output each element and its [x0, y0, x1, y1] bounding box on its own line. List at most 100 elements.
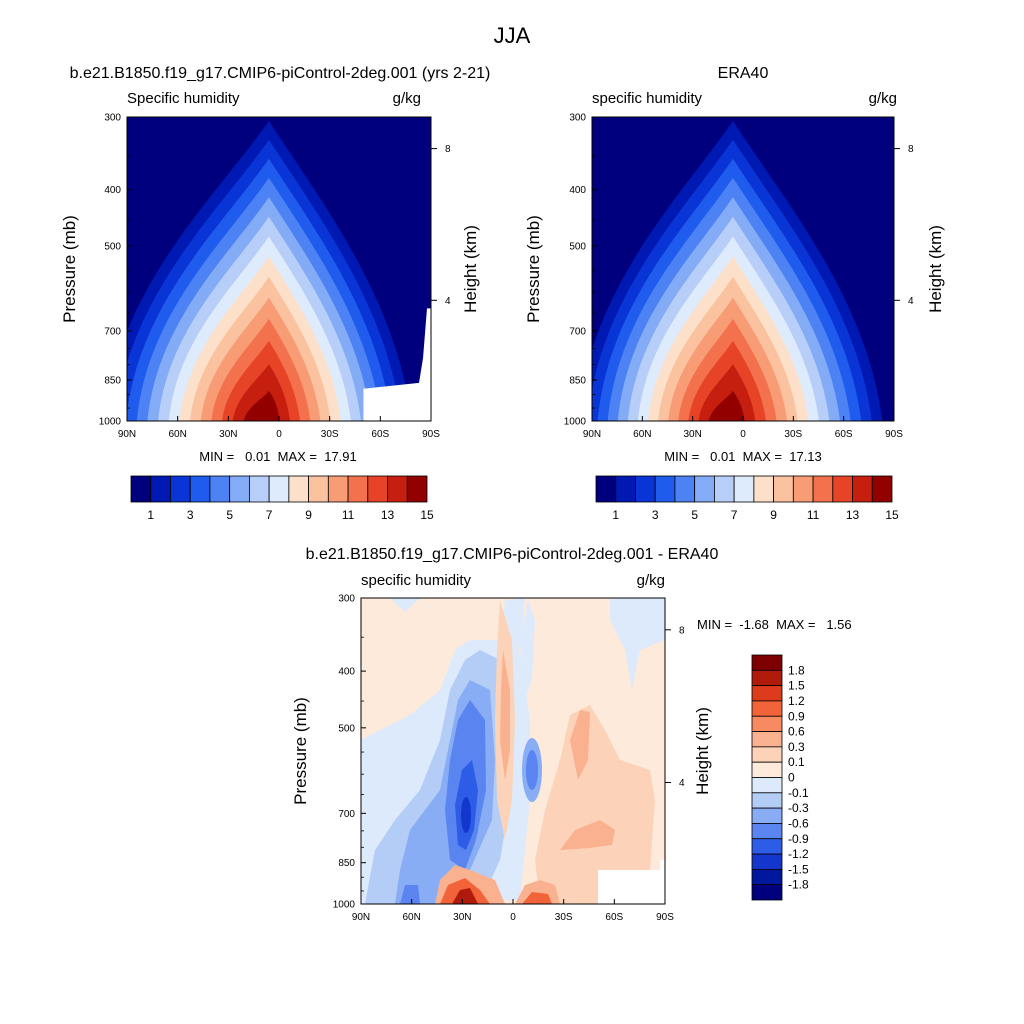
colorbar-swatch	[170, 475, 191, 503]
variable-label: specific humidity	[361, 572, 472, 589]
colorbar-label: 1.5	[788, 679, 805, 693]
x-tick-label: 30S	[555, 912, 573, 923]
y-axis-title: Pressure (mb)	[524, 215, 543, 323]
x-tick-label: 90N	[352, 912, 370, 923]
colorbar-label: 5	[691, 508, 698, 522]
colorbar-swatch	[654, 475, 676, 503]
colorbar-swatch	[189, 475, 211, 503]
colorbar-swatch	[615, 475, 636, 503]
y-tick-label: 1000	[564, 417, 587, 428]
x-tick-label: 30N	[683, 429, 701, 440]
colorbar-label: 9	[770, 508, 777, 522]
y-tick-label: 700	[338, 809, 355, 820]
panel-era40: ERA40 specific humidity g/kg 90N 60N 30N 0 3…	[524, 65, 945, 522]
y-tick-label: 500	[338, 723, 355, 734]
colorbar-swatch	[308, 475, 329, 503]
y-tick-label: 500	[569, 241, 586, 252]
colorbar-label: -1.8	[788, 878, 809, 892]
colorbar-swatch	[751, 777, 783, 794]
colorbar-label: 13	[381, 508, 395, 522]
right-tick-label: 4	[679, 778, 685, 789]
colorbar-swatch	[229, 475, 250, 503]
right-axis-title: Height (km)	[461, 225, 480, 313]
contour-field	[361, 598, 665, 904]
colorbar-swatch	[635, 475, 656, 503]
figure-title: JJA	[494, 23, 531, 48]
contour-band	[243, 391, 280, 421]
contour-band	[570, 710, 590, 780]
colorbar-swatch	[832, 475, 853, 503]
panel-title: b.e21.B1850.f19_g17.CMIP6-piControl-2deg…	[306, 546, 719, 563]
contour-band	[520, 600, 535, 700]
axes: 90N 60N 30N 0 30S 60S 90S 300 400 500 700 850 1000 8 4	[99, 113, 451, 441]
x-tick-label: 60S	[605, 912, 623, 923]
y-axis-title: Pressure (mb)	[291, 697, 310, 805]
y-tick-label: 500	[104, 241, 121, 252]
units-label: g/kg	[393, 90, 421, 107]
colorbar-swatch	[871, 475, 893, 503]
x-tick-label: 0	[740, 429, 746, 440]
colorbar-label: -1.2	[788, 847, 809, 861]
x-tick-label: 60N	[402, 912, 420, 923]
missing-data-region	[363, 308, 431, 421]
colorbar-label: 13	[846, 508, 860, 522]
colorbar-swatch	[773, 475, 794, 503]
y-tick-label: 1000	[333, 900, 356, 911]
colorbar-swatch	[751, 654, 783, 671]
contour-field	[592, 117, 894, 421]
colorbar-swatch	[751, 884, 783, 901]
contour-band	[400, 885, 420, 904]
x-tick-label: 30N	[219, 429, 237, 440]
colorbar-label: -1.5	[788, 862, 809, 876]
colorbar: 1 3 5 7 9 11 13 15	[130, 475, 434, 522]
units-label: g/kg	[869, 90, 897, 107]
colorbar-swatch	[209, 475, 231, 503]
colorbar-swatch	[694, 475, 715, 503]
y-tick-label: 400	[569, 185, 586, 196]
colorbar-label: 7	[266, 508, 273, 522]
contour-band	[560, 820, 615, 850]
y-tick-label: 700	[104, 326, 121, 337]
y-tick-label: 1000	[99, 417, 122, 428]
colorbar-label: 5	[226, 508, 233, 522]
colorbar-swatch	[327, 475, 349, 503]
colorbar-swatch	[852, 475, 873, 503]
contour-band	[535, 705, 655, 904]
colorbar-swatch	[751, 853, 783, 870]
colorbar-swatch	[751, 746, 783, 763]
right-tick-label: 4	[908, 296, 914, 307]
y-tick-label: 850	[104, 375, 121, 386]
min-max-label: MIN = 0.01 MAX = 17.13	[664, 449, 822, 464]
colorbar: 1.81.51.20.90.60.30.10-0.1-0.3-0.6-0.9-1…	[751, 654, 809, 901]
colorbar: 1 3 5 7 9 11 13 15	[595, 475, 899, 522]
colorbar-swatch	[387, 475, 408, 503]
y-tick-label: 850	[338, 858, 355, 869]
colorbar-label: -0.6	[788, 816, 809, 830]
colorbar-swatch	[751, 792, 783, 809]
contour-band	[522, 892, 552, 904]
right-tick-label: 8	[445, 144, 451, 155]
colorbar-swatch	[751, 685, 783, 702]
contour-band	[390, 598, 420, 612]
x-tick-label: 30S	[784, 429, 802, 440]
x-tick-label: 90S	[885, 429, 903, 440]
colorbar-label: -0.3	[788, 801, 809, 815]
colorbar-label: 7	[731, 508, 738, 522]
colorbar-swatch	[733, 475, 755, 503]
x-tick-label: 90S	[422, 429, 440, 440]
right-axis-title: Height (km)	[693, 707, 712, 795]
contour-band	[526, 750, 538, 790]
x-tick-label: 0	[510, 912, 516, 923]
panel-title: ERA40	[718, 65, 769, 82]
y-tick-label: 300	[338, 594, 355, 605]
colorbar-label: 3	[187, 508, 194, 522]
y-tick-label: 700	[569, 326, 586, 337]
x-tick-label: 60N	[633, 429, 651, 440]
colorbar-label: 9	[305, 508, 312, 522]
colorbar-label: 1	[147, 508, 154, 522]
colorbar-label: 11	[807, 508, 820, 522]
x-tick-label: 30S	[321, 429, 339, 440]
colorbar-label: -0.1	[788, 786, 809, 800]
contour-band	[610, 598, 665, 690]
colorbar-swatch	[751, 700, 783, 717]
